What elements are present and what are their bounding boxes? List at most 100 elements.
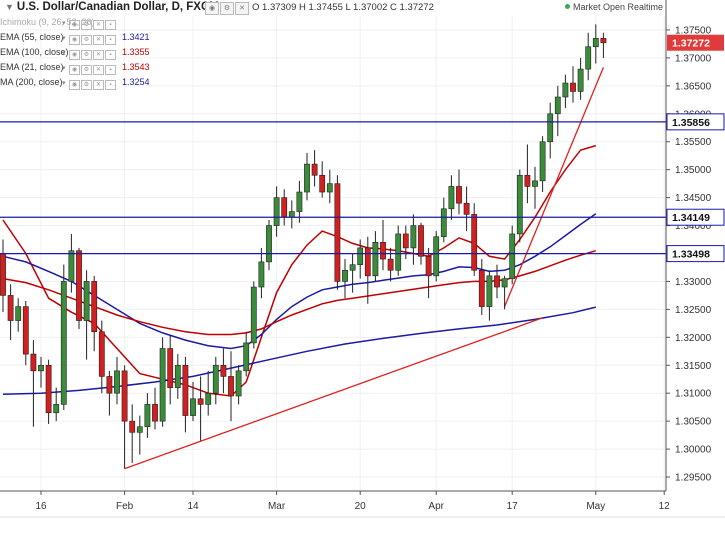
y-tick-label: 1.29500 [675, 473, 712, 484]
x-tick-label: Feb [116, 501, 134, 512]
y-tick-label: 1.30000 [675, 445, 712, 456]
trendlines [124, 67, 605, 470]
x-tick-label: Mar [268, 501, 286, 512]
settings-icon[interactable]: ⚙ [81, 35, 92, 45]
close-icon[interactable]: ✕ [93, 35, 104, 45]
close-icon[interactable]: ✕ [93, 50, 104, 60]
candle-body [570, 82, 576, 92]
indicator-row[interactable]: EMA (55, close)▾ ◉ ⚙ ✕ ▪ 1.3421 [0, 32, 150, 45]
more-icon[interactable]: ▪ [105, 20, 116, 30]
candle-body [334, 183, 341, 282]
eye-icon[interactable]: ◉ [69, 80, 80, 90]
candle-body [30, 353, 37, 372]
candle-body [478, 269, 485, 307]
close-icon[interactable]: ✕ [93, 20, 104, 30]
price-tags: 1.35856 1.34149 1.33498 1.37272 [666, 34, 725, 263]
settings-icon[interactable]: ⚙ [81, 80, 92, 90]
more-icon[interactable]: ▪ [105, 35, 116, 45]
candle-body [296, 191, 303, 212]
more-icon[interactable]: ▪ [105, 65, 116, 75]
candle-body [53, 404, 60, 414]
status-dot-icon [564, 4, 570, 9]
candle-body [205, 392, 212, 405]
more-icon[interactable]: ▪ [105, 80, 116, 90]
indicator-value: 1.3421 [122, 32, 150, 42]
candle-body [349, 264, 356, 271]
close-icon[interactable]: ✕ [93, 65, 104, 75]
indicator-label: EMA (55, close) [0, 32, 64, 42]
candle-body [357, 247, 364, 265]
candle-body [235, 370, 242, 397]
candle-body [440, 208, 447, 238]
chevron-down-icon[interactable]: ▾ [62, 80, 66, 87]
settings-icon[interactable]: ⚙ [81, 50, 92, 60]
y-tick-label: 1.31000 [675, 389, 712, 400]
symbol-title-row[interactable]: ▼ U.S. Dollar/Canadian Dollar, D, FXCM [2, 1, 219, 15]
y-tick-label: 1.35500 [675, 137, 712, 148]
y-tick-label: 1.34500 [675, 193, 712, 204]
eye-icon[interactable]: ◉ [205, 2, 219, 15]
ma-line [2, 306, 596, 396]
ohlc-values: O 1.37309 H 1.37455 L 1.37002 C 1.37272 [252, 2, 434, 13]
y-tick-label: 1.30500 [675, 417, 712, 428]
candle-body [418, 225, 424, 257]
price-lines[interactable] [0, 121, 666, 255]
indicator-value: 1.3543 [122, 62, 150, 72]
price-tag-box [666, 113, 725, 131]
indicator-row[interactable]: EMA (21, close)▾ ◉ ⚙ ✕ ▪ 1.3543 [0, 62, 150, 75]
x-tick-label: Apr [428, 501, 444, 512]
eye-icon[interactable]: ◉ [69, 20, 80, 30]
candle-body [395, 233, 402, 271]
candle-body [76, 250, 82, 321]
candle-body [501, 278, 508, 288]
candle-body [471, 214, 478, 271]
candle-body [243, 342, 250, 372]
price-tag-label: 1.33498 [672, 249, 710, 261]
indicator-row[interactable]: EMA (100, close)▾ ◉ ⚙ ✕ ▪ 1.3355 [0, 47, 150, 60]
indicator-row[interactable]: MA (200, close)▾ ◉ ⚙ ✕ ▪ 1.3254 [0, 77, 150, 90]
settings-icon[interactable]: ⚙ [81, 65, 92, 75]
chevron-down-icon[interactable]: ▾ [62, 50, 66, 57]
candle-body [22, 306, 29, 355]
indicator-row[interactable]: Ichimoku (9, 26, 52, 26)▾ ◉ ⚙ ✕ ▪ [0, 17, 122, 30]
candle-body [342, 269, 348, 282]
trendline[interactable] [124, 317, 543, 470]
more-icon[interactable]: ▪ [105, 50, 116, 60]
y-tick-label: 1.37500 [675, 25, 712, 36]
candle-body [387, 258, 394, 271]
indicator-label: EMA (21, close) [0, 62, 64, 72]
trendline[interactable] [503, 67, 605, 307]
chevron-down-icon[interactable]: ▼ [5, 2, 14, 12]
close-icon[interactable]: ✕ [235, 2, 249, 15]
candle-body [562, 82, 569, 98]
candle-body [539, 141, 546, 182]
candle-body [600, 38, 607, 44]
candle-body [250, 286, 257, 344]
eye-icon[interactable]: ◉ [69, 65, 80, 75]
candle-body [7, 295, 14, 321]
candle-body [159, 348, 166, 422]
chevron-down-icon[interactable]: ▾ [62, 35, 66, 42]
settings-icon[interactable]: ⚙ [220, 2, 234, 15]
settings-icon[interactable]: ⚙ [81, 20, 92, 30]
candle-body [212, 364, 219, 394]
candle-body [448, 186, 455, 210]
candle-body [592, 38, 599, 48]
eye-icon[interactable]: ◉ [69, 50, 80, 60]
chevron-down-icon[interactable]: ▾ [62, 65, 66, 72]
candle-body [281, 197, 288, 218]
indicator-value: 1.3254 [122, 77, 150, 87]
candles [0, 24, 607, 469]
candle-body [304, 163, 310, 193]
y-tick-label: 1.36500 [675, 81, 712, 92]
last-price-tag-box [667, 34, 724, 51]
chevron-down-icon[interactable]: ▾ [62, 20, 66, 27]
candle-body [83, 281, 90, 321]
price-tag-box [666, 208, 725, 226]
candle-body [129, 420, 136, 433]
eye-icon[interactable]: ◉ [69, 35, 80, 45]
candle-body [136, 426, 143, 433]
close-icon[interactable]: ✕ [93, 80, 104, 90]
x-tick-label: 16 [35, 501, 47, 512]
